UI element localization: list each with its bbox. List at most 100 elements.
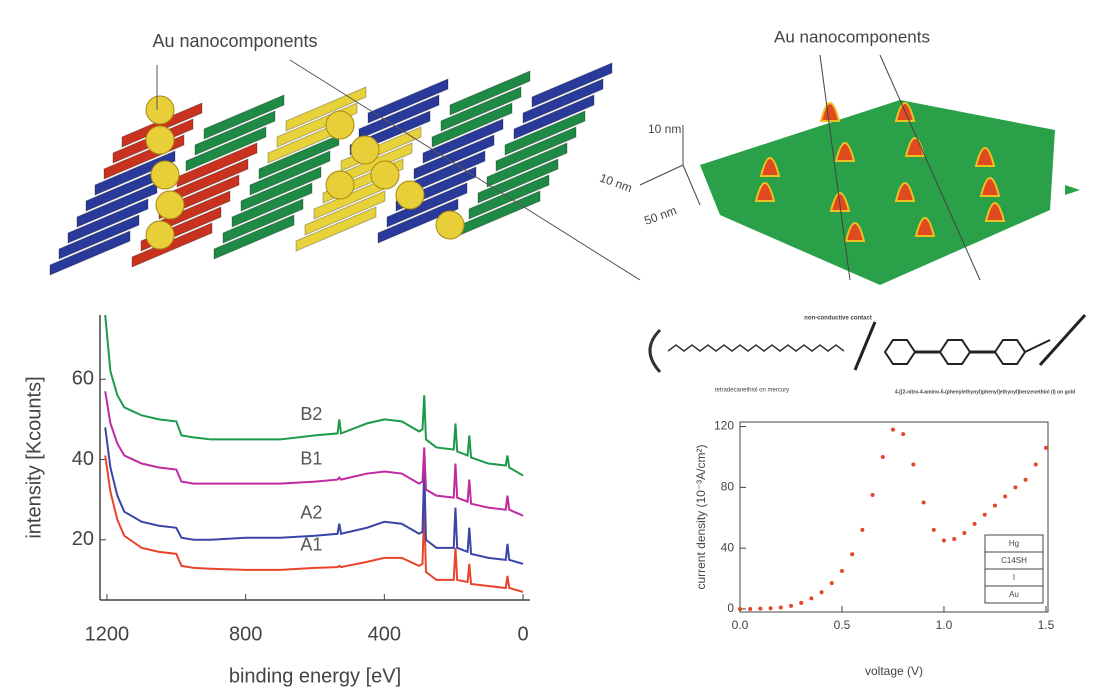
inset-label: C14SH: [1001, 556, 1027, 565]
x-axis-label: voltage (V): [865, 664, 923, 678]
rod: [431, 102, 513, 148]
data-point: [799, 600, 804, 605]
inset-layer: [984, 585, 1044, 604]
au-ball: [395, 180, 425, 210]
inset-label: Au: [1009, 590, 1019, 599]
axis-label: 50 nm: [642, 203, 678, 228]
rod: [422, 118, 504, 164]
rod: [231, 182, 313, 228]
rod: [358, 94, 440, 140]
rod: [203, 94, 285, 140]
data-point: [809, 596, 814, 601]
x-tick-label: 0.0: [732, 618, 749, 632]
rod: [58, 214, 140, 260]
y-axis-label: intensity [Kcounts]: [23, 376, 45, 538]
pointer: [819, 54, 851, 281]
rod: [67, 198, 149, 244]
rod: [377, 198, 459, 244]
data-point: [941, 538, 946, 543]
x-axis-label: binding energy [eV]: [229, 665, 401, 687]
rod: [94, 150, 176, 196]
axis: [682, 164, 701, 206]
au-ball: [325, 170, 355, 200]
series-line: [104, 427, 524, 565]
au-ball: [150, 160, 180, 190]
rod: [121, 102, 203, 148]
series-label: B1: [300, 448, 322, 468]
x-tick-label: 800: [229, 623, 262, 645]
left-label: Au nanocomponents: [152, 31, 317, 51]
y-tick-label: 20: [72, 528, 94, 550]
au-peak: [914, 217, 936, 237]
rod: [367, 78, 449, 124]
au-ball: [145, 220, 175, 250]
data-point: [850, 552, 855, 557]
rod: [495, 126, 577, 172]
illustrations: [49, 54, 1080, 285]
data-point: [1023, 477, 1028, 482]
au-ball: [435, 210, 465, 240]
series-line: [104, 391, 524, 517]
au-peak: [754, 182, 776, 202]
rod: [504, 110, 586, 156]
x-tick-label: 0.5: [834, 618, 851, 632]
rod: [49, 230, 131, 276]
rod: [477, 158, 559, 204]
rod: [440, 86, 522, 132]
x-tick-label: 1.5: [1038, 618, 1055, 632]
rod: [249, 150, 331, 196]
au-ball: [370, 160, 400, 190]
au-peak: [984, 202, 1006, 222]
pointer: [289, 59, 641, 281]
data-point: [952, 537, 957, 542]
rod: [295, 206, 377, 252]
molecule-label: tetradecanethiol on mercury: [715, 388, 789, 394]
au-ball: [145, 125, 175, 155]
y-axis-label: current density (10⁻³A/cm²): [694, 444, 708, 589]
data-point: [738, 606, 742, 611]
series-label: B2: [300, 404, 322, 424]
rod: [304, 190, 386, 236]
molecule-label: 4-[[2-nitro-4-amino-5-(phenylethynyl)phe…: [895, 389, 1075, 395]
data-point: [758, 606, 763, 611]
rod: [185, 126, 267, 172]
au-peak: [894, 182, 916, 202]
inset-label: Hg: [1009, 539, 1019, 548]
x-tick-label: 1.0: [936, 618, 953, 632]
pointer: [879, 54, 981, 281]
y-tick-label: 40: [72, 448, 94, 470]
data-point: [962, 530, 967, 535]
au-peak: [759, 157, 781, 177]
y-tick-label: 0: [727, 601, 734, 615]
rod: [131, 222, 213, 268]
molecule-label: non-conductive contact: [804, 316, 872, 322]
rod: [285, 86, 367, 132]
data-point: [788, 603, 793, 608]
data-point: [982, 512, 987, 517]
data-point: [819, 590, 824, 595]
data-point: [768, 606, 773, 611]
series-label: A2: [300, 503, 322, 523]
y-tick-label: 60: [72, 368, 94, 390]
axis-label: 10 nm: [648, 122, 681, 136]
data-point: [931, 527, 936, 532]
rod: [468, 174, 550, 220]
data-point: [880, 454, 885, 459]
au-peak: [834, 142, 856, 162]
surface: [700, 100, 1055, 285]
rod: [258, 134, 340, 180]
data-point: [1033, 462, 1038, 467]
data-point: [992, 503, 997, 508]
data-point: [1003, 494, 1008, 499]
data-point: [921, 500, 926, 505]
au-peak: [979, 177, 1001, 197]
data-point: [839, 568, 844, 573]
x-tick-label: 1200: [85, 623, 130, 645]
data-point: [901, 432, 906, 437]
data-point: [829, 581, 834, 586]
data-point: [860, 527, 865, 532]
rod: [531, 62, 613, 108]
au-peak: [819, 102, 841, 122]
au-peak: [844, 222, 866, 242]
rod: [449, 70, 531, 116]
